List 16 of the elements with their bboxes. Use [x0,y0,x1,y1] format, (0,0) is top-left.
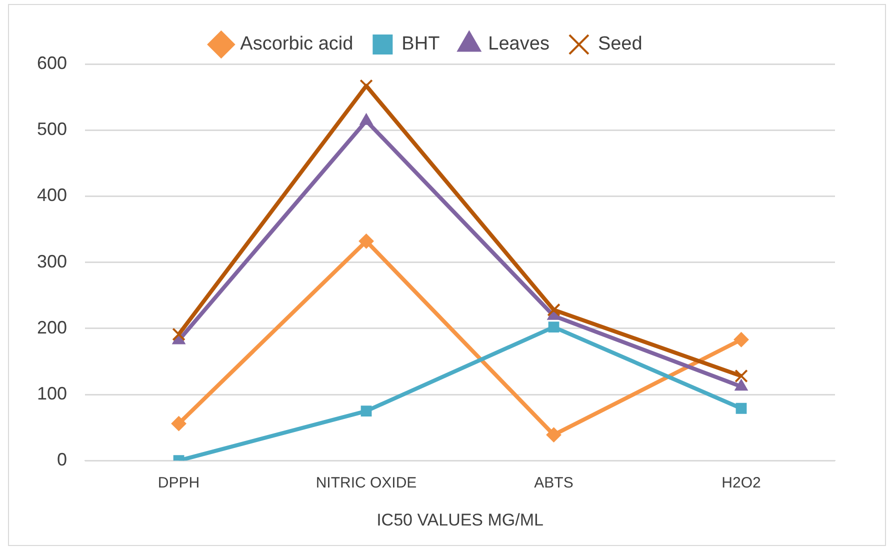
legend-label: Leaves [488,34,550,55]
y-tick-label: 200 [36,317,68,338]
y-tick-label: 500 [36,119,68,140]
x-tick-label: H2O2 [722,474,761,492]
legend-label: BHT [402,34,440,55]
legend-label: Seed [598,34,642,55]
y-tick-label: 0 [57,450,68,470]
x-tick-label: NITRIC OXIDE [316,474,417,492]
x-tick-label: DPPH [158,474,200,492]
y-tick-label: 100 [36,383,68,404]
x-tick-label: ABTS [534,474,574,492]
legend-label: Ascorbic acid [240,34,354,55]
y-tick-label: 400 [36,185,68,206]
y-tick-label: 300 [36,251,68,272]
y-tick-label: 600 [36,52,68,73]
x-axis-title: IC50 VALUES MG/ML [376,510,544,530]
